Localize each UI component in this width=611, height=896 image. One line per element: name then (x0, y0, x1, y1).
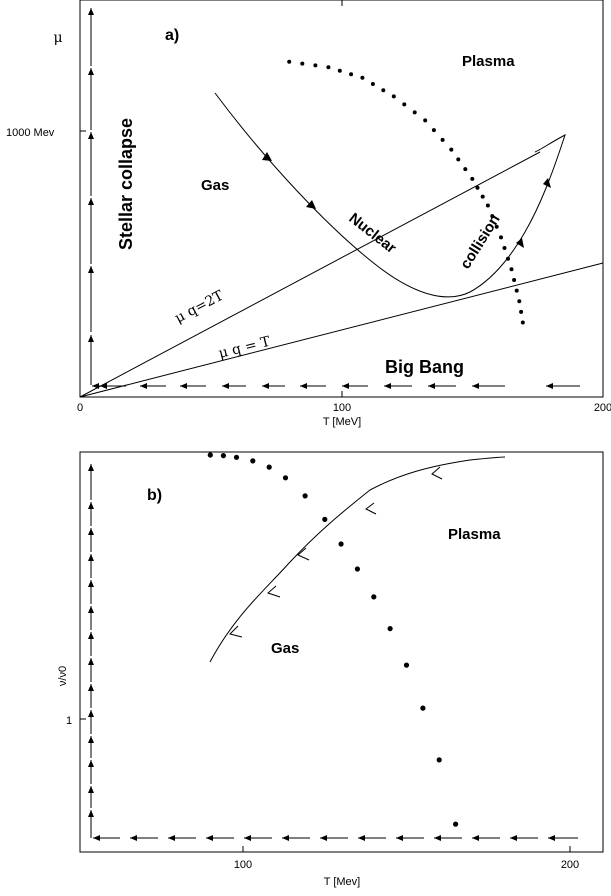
a-boundary-dot (470, 176, 475, 181)
a-boundary-dot (485, 203, 490, 208)
a-boundary-dot (423, 118, 428, 123)
a-boundary-dot (391, 94, 396, 99)
b-gas-label: Gas (271, 640, 299, 657)
b-boundary-dot (207, 452, 213, 458)
a-mu2t-label: μ q=2T (172, 287, 226, 326)
b-boundary-dot (233, 454, 240, 460)
a-boundary-dot (300, 61, 305, 66)
panel-b: 100 200 T [Mev] ν/ν0 1 (57, 451, 604, 888)
a-dotted-boundary (287, 59, 525, 325)
b-panel-label: b) (147, 487, 162, 504)
a-boundary-dot (360, 75, 365, 80)
b-boundary-dot (338, 541, 344, 547)
b-boundary-dot (266, 464, 272, 470)
a-boundary-dot (490, 214, 495, 219)
b-boundary-dot (403, 662, 410, 668)
b-boundary-dot (250, 458, 256, 464)
b-trajectory-arrows (229, 466, 443, 638)
a-gas-label: Gas (201, 177, 229, 194)
a-boundary-dot (494, 224, 499, 229)
a-boundary-dot (517, 299, 522, 304)
a-boundary-dot (287, 59, 292, 64)
b-ytick-1: 1 (66, 715, 72, 727)
b-xlabel: T [Mev] (324, 876, 360, 888)
b-boundary-dot (220, 453, 226, 459)
a-boundary-dot (402, 102, 407, 107)
a-xlabel: T [MeV] (323, 416, 361, 428)
a-boundary-dot (449, 147, 454, 152)
a-boundary-dot (431, 128, 436, 133)
a-boundary-dot (512, 278, 517, 282)
b-boundary-dot (302, 493, 308, 499)
a-ylabel: μ (53, 30, 62, 46)
a-boundary-dot (412, 110, 417, 115)
b-boundary-dot (453, 821, 459, 827)
a-boundary-dot (326, 65, 331, 70)
a-xtick-100: 100 (333, 402, 351, 414)
panel-b-frame (79, 451, 604, 853)
a-boundary-dot (499, 235, 503, 240)
a-boundary-dot (337, 68, 342, 73)
panel-a: 0 100 200 T [MeV] μ 1000 Mev (6, 0, 611, 428)
b-xtick-200: 200 (561, 859, 579, 871)
b-boundary-dot (387, 626, 393, 632)
a-xtick-200: 200 (594, 402, 611, 414)
a-boundary-dot (509, 267, 514, 272)
a-mut-label: μ q = T (217, 334, 272, 362)
a-boundary-dot (480, 194, 485, 199)
a-boundary-dot (520, 320, 525, 325)
a-collision-label: collision (457, 212, 504, 273)
a-boundary-dot (381, 88, 386, 93)
a-bigbang-label: Big Bang (385, 357, 464, 377)
b-trajectory-curve (209, 456, 506, 663)
b-boundary-dot (282, 475, 289, 481)
a-trajectory-curve (214, 92, 566, 298)
b-boundary-dot (322, 516, 328, 523)
a-line-mu-2t (79, 151, 541, 398)
b-boundary-dot (420, 705, 426, 711)
a-ytick-1000: 1000 Mev (6, 127, 55, 139)
b-dotted-boundary (207, 452, 459, 827)
a-boundary-dot (456, 157, 461, 162)
b-ylabel: ν/ν0 (57, 666, 69, 686)
a-boundary-dot (313, 63, 318, 68)
b-boundary-dot (354, 566, 360, 572)
panel-a-frame (79, 0, 604, 398)
a-plasma-label: Plasma (462, 53, 515, 70)
a-boundary-dot (349, 72, 354, 77)
a-boundary-dot (440, 137, 445, 142)
a-nuclear-label: Nuclear (346, 210, 400, 257)
a-line-mu-t (79, 262, 604, 398)
a-trajectory-arrows (262, 152, 551, 248)
a-stellar-label: Stellar collapse (116, 118, 136, 250)
a-boundary-dot (475, 185, 480, 190)
b-xtick-100: 100 (234, 859, 252, 871)
a-panel-label: a) (165, 27, 179, 44)
a-boundary-dot (370, 82, 375, 86)
b-plasma-label: Plasma (448, 526, 501, 543)
a-boundary-dot (519, 309, 524, 314)
a-boundary-dot (502, 246, 507, 250)
a-boundary-dot (506, 256, 510, 261)
b-boundary-dot (371, 594, 377, 600)
a-boundary-dot (514, 288, 519, 293)
b-boundary-dot (436, 757, 442, 763)
a-boundary-dot (463, 167, 468, 172)
a-xtick-0: 0 (77, 402, 83, 414)
